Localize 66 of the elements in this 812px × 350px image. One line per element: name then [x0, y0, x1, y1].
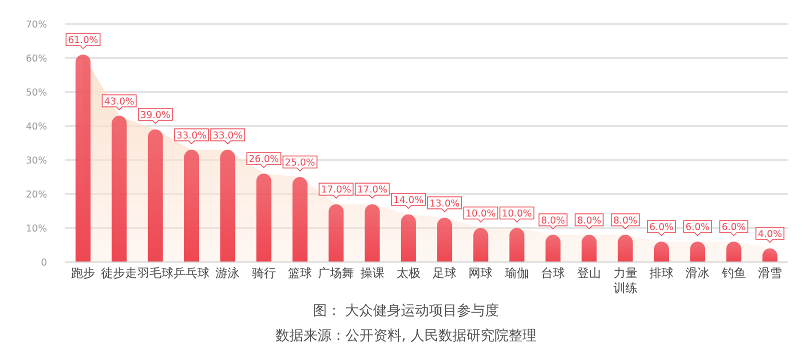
- data-label: 10.0%: [502, 208, 532, 220]
- y-tick-label: 60%: [26, 54, 47, 64]
- y-tick-label: 70%: [26, 20, 47, 30]
- bar: [292, 177, 308, 262]
- x-tick-label: 足球: [432, 266, 457, 280]
- bar: [509, 228, 524, 262]
- data-label: 33.0%: [176, 130, 207, 142]
- x-tick-label: 广场舞: [318, 266, 354, 280]
- bar: [364, 204, 380, 262]
- bar: [328, 204, 344, 262]
- data-label: 17.0%: [321, 184, 352, 196]
- x-tick-label: 排球: [649, 266, 674, 280]
- x-tick-label: 篮球: [288, 266, 312, 280]
- x-tick-label: 骑行: [252, 266, 276, 280]
- data-label: 33.0%: [212, 130, 243, 142]
- data-label: 6.0%: [722, 222, 746, 234]
- data-label: 6.0%: [686, 222, 710, 234]
- x-tick-label: 钓鱼: [720, 266, 746, 280]
- data-label: 61.0%: [68, 35, 98, 46]
- data-label: 25.0%: [284, 158, 316, 168]
- data-label: 43.0%: [104, 96, 134, 108]
- bar: [220, 150, 236, 262]
- x-tick-label: 力量训练: [613, 266, 638, 295]
- x-tick-label: 登山: [577, 266, 602, 280]
- y-tick-label: 0: [40, 258, 47, 268]
- y-tick-label: 20%: [26, 190, 47, 200]
- data-label: 39.0%: [140, 110, 170, 121]
- data-label: 10.0%: [466, 208, 496, 220]
- data-label: 8.0%: [540, 215, 566, 226]
- bar: [76, 54, 91, 262]
- bar: [546, 234, 561, 262]
- data-label: 13.0%: [429, 198, 460, 210]
- bar: [618, 234, 633, 262]
- bar: [582, 234, 597, 262]
- y-tick-label: 40%: [26, 122, 47, 132]
- data-label: 26.0%: [248, 154, 279, 166]
- source-note: 数据来源：公开资料, 人民数据研究院整理: [276, 328, 536, 344]
- x-tick-label: 滑冰: [686, 266, 710, 280]
- data-label: 14.0%: [393, 194, 424, 206]
- bar: [437, 218, 452, 262]
- y-tick-label: 30%: [26, 156, 47, 166]
- data-label: 8.0%: [613, 215, 638, 226]
- x-tick-label: 跑步: [71, 266, 96, 280]
- x-tick-label: 太极: [396, 266, 420, 280]
- data-label: 8.0%: [577, 215, 602, 226]
- y-tick-label: 10%: [26, 224, 47, 234]
- bar: [400, 214, 416, 262]
- x-tick-label: 瑜伽: [504, 266, 529, 280]
- bar: [473, 228, 488, 262]
- x-tick-label: 乒乓球: [174, 266, 210, 280]
- bar: [112, 116, 127, 262]
- y-tick-label: 50%: [26, 88, 47, 98]
- data-label: 6.0%: [649, 222, 674, 234]
- x-tick-label: 游泳: [216, 266, 240, 280]
- data-label: 4.0%: [758, 228, 782, 240]
- bar: [256, 174, 272, 262]
- text: 图： 大众健身运动项目参与度: [312, 303, 500, 319]
- x-tick-label: 徒步走: [101, 266, 138, 280]
- data-label: 17.0%: [357, 184, 388, 196]
- x-tick-label: 台球: [541, 266, 566, 280]
- x-tick-label: 网球: [468, 266, 493, 280]
- x-tick-label: 滑雪: [758, 266, 782, 280]
- x-tick-label: 羽毛球: [136, 266, 174, 280]
- x-tick-label: 操课: [360, 266, 384, 280]
- bar: [184, 150, 200, 262]
- bar: [148, 129, 163, 262]
